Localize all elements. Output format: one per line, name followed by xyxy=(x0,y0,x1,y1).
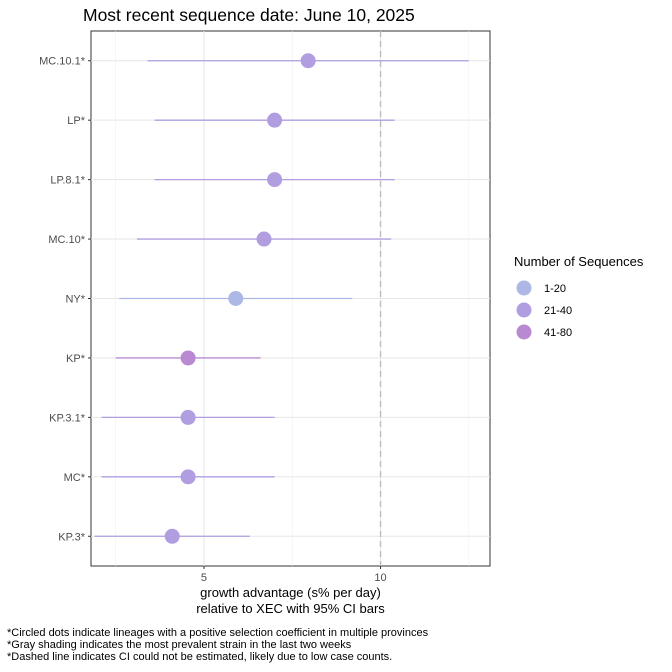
footnote-3: *Dashed line indicates CI could not be e… xyxy=(7,651,392,663)
x-tick-label: 10 xyxy=(374,572,386,584)
y-tick-label: MC* xyxy=(64,472,86,484)
data-point xyxy=(228,291,244,306)
y-tick-label: MC.10* xyxy=(48,234,85,246)
data-point xyxy=(267,172,283,188)
x-axis-title-line2: relative to XEC with 95% CI bars xyxy=(196,601,385,616)
chart-title: Most recent sequence date: June 10, 2025 xyxy=(83,5,415,25)
legend: Number of Sequences 1-20 21-40 41-80 xyxy=(514,254,644,340)
y-tick-label: LP* xyxy=(67,115,85,127)
legend-label: 1-20 xyxy=(544,283,566,295)
y-tick-label: KP.3.1* xyxy=(49,412,86,424)
y-tick-label: NY* xyxy=(65,294,85,306)
legend-label: 21-40 xyxy=(544,305,572,317)
data-point xyxy=(180,469,196,485)
legend-title: Number of Sequences xyxy=(514,254,644,269)
y-tick-label: KP.3* xyxy=(58,531,85,543)
legend-key xyxy=(516,302,532,318)
legend-key xyxy=(516,324,532,340)
x-tick-label: 5 xyxy=(201,572,207,584)
data-point xyxy=(256,231,272,247)
x-axis-ticks: 5 10 xyxy=(201,566,387,584)
y-tick-labels: MC.10.1* LP* LP.8.1* MC.10* NY* KP* KP.3.1* MC*… xyxy=(39,56,91,543)
y-tick-label: MC.10.1* xyxy=(39,56,86,68)
y-tick-label: LP.8.1* xyxy=(50,175,85,187)
x-axis-title-line1: growth advantage (s% per day) xyxy=(200,585,381,600)
data-point xyxy=(300,53,316,69)
legend-key xyxy=(516,280,532,296)
footnote-2: *Gray shading indicates the most prevale… xyxy=(7,639,352,651)
y-tick-label: KP* xyxy=(66,353,86,365)
footnote-1: *Circled dots indicate lineages with a p… xyxy=(7,627,429,639)
data-points xyxy=(164,53,316,544)
data-point xyxy=(180,409,196,425)
data-point xyxy=(180,350,196,366)
legend-label: 41-80 xyxy=(544,327,572,339)
data-point xyxy=(267,112,283,128)
data-point xyxy=(164,528,180,544)
